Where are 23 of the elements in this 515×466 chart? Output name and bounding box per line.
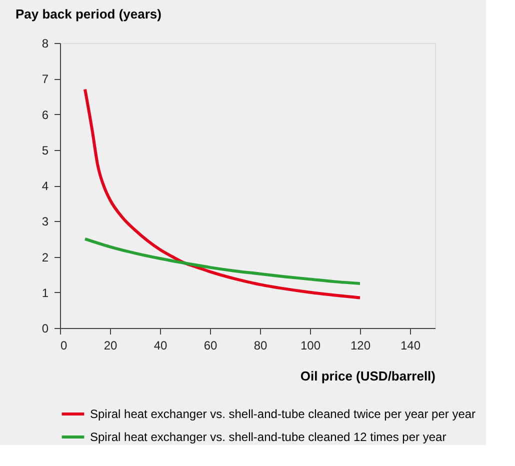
line-series [84,237,362,285]
legend-label: Spiral heat exchanger vs. shell-and-tube cleaned 12 times per year [90,430,446,444]
line-series [84,88,362,300]
legend-label: Spiral heat exchanger vs. shell-and-tube cleaned twice per year per year [90,407,476,421]
y-tick-label: 3 [42,214,49,229]
y-tick-label: 2 [42,250,49,264]
y-tick-label: 8 [42,36,49,50]
y-tick-label: 5 [42,143,49,158]
y-tick-label: 1 [42,286,49,300]
x-tick-label: 0 [60,338,68,352]
x-axis-title: Oil price (USD/barrell) [300,368,436,384]
y-axis-title: Pay back period (years) [16,6,162,22]
x-tick-label: 60 [204,338,218,352]
y-tick-label: 6 [42,108,49,122]
y-tick-label: 7 [42,72,49,86]
x-tick-label: 100 [300,338,321,352]
x-tick-label: 20 [104,338,118,352]
x-tick-label: 140 [400,338,421,352]
x-tick-label: 80 [254,338,268,352]
x-tick-label: 120 [350,338,371,352]
y-tick-label: 0 [42,322,49,336]
y-tick-label: 4 [42,179,49,193]
x-tick-label: 40 [154,338,168,352]
